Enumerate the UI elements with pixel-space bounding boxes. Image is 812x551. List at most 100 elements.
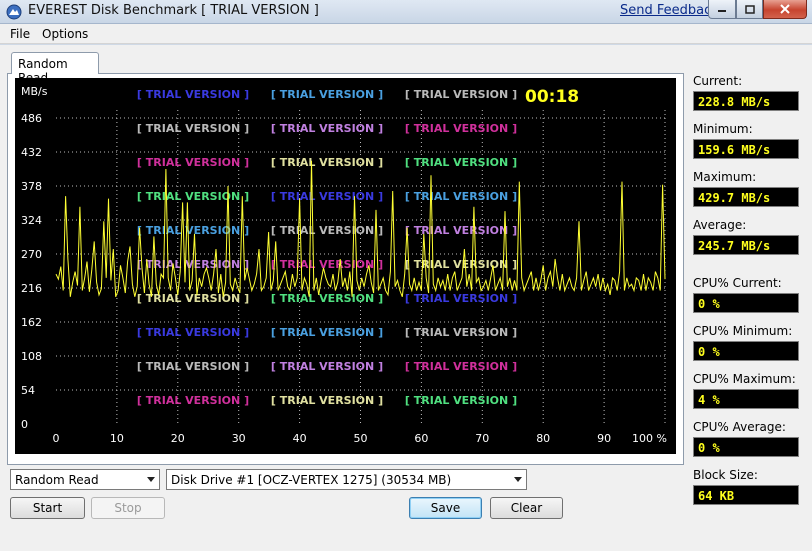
drive-selected: Disk Drive #1 [OCZ-VERTEX 1275] (30534 M…	[171, 473, 452, 487]
graph-axis-labels: 0 54 108 162 216 270 324 378 432 486 0 10 20 30 40 50 60…	[21, 112, 667, 445]
maximize-button[interactable]	[736, 0, 763, 19]
cpu-minimum-label: CPU% Minimum:	[693, 324, 793, 338]
trial-version-watermark: [ TRIAL VERSION ]	[271, 394, 383, 407]
trial-version-watermark: [ TRIAL VERSION ]	[137, 122, 249, 135]
trial-version-watermark: [ TRIAL VERSION ]	[137, 292, 249, 305]
y-tick-label: 432	[21, 146, 42, 159]
y-tick-label: 108	[21, 350, 42, 363]
menu-bar: File Options	[0, 24, 812, 44]
maximum-label: Maximum:	[693, 170, 757, 184]
menu-options[interactable]: Options	[42, 27, 89, 41]
benchmark-graph: [ TRIAL VERSION ] [ TRIAL VERSION ] [ TRIA…	[15, 78, 676, 454]
trial-version-watermark: [ TRIAL VERSION ]	[271, 156, 383, 169]
y-axis-unit-label: MB/s	[21, 85, 48, 98]
trial-version-watermark: [ TRIAL VERSION ]	[405, 394, 517, 407]
close-button[interactable]	[763, 0, 807, 19]
send-feedback-link[interactable]: Send Feedback	[620, 3, 719, 18]
chevron-down-icon	[147, 477, 155, 482]
minimize-button[interactable]	[708, 0, 736, 19]
y-tick-label: 486	[21, 112, 42, 125]
drive-select[interactable]: Disk Drive #1 [OCZ-VERTEX 1275] (30534 M…	[166, 469, 527, 490]
current-label: Current:	[693, 74, 743, 88]
graph-grid	[56, 110, 666, 424]
trial-version-watermark: [ TRIAL VERSION ]	[137, 190, 249, 203]
trial-version-watermark: [ TRIAL VERSION ]	[405, 122, 517, 135]
cpu-maximum-label: CPU% Maximum:	[693, 372, 796, 386]
trial-version-watermark: [ TRIAL VERSION ]	[405, 292, 517, 305]
trial-version-watermark: [ TRIAL VERSION ]	[137, 360, 249, 373]
x-tick-label: 100 %	[632, 432, 667, 445]
y-tick-label: 324	[21, 214, 42, 227]
trial-version-watermark: [ TRIAL VERSION ]	[137, 156, 249, 169]
average-value: 245.7 MB/s	[693, 235, 799, 255]
x-tick-label: 60	[414, 432, 428, 445]
trial-version-watermark: [ TRIAL VERSION ]	[271, 258, 383, 271]
maximize-icon	[744, 4, 755, 14]
window-title: EVEREST Disk Benchmark [ TRIAL VERSION ]	[28, 3, 319, 18]
save-button[interactable]: Save	[409, 497, 482, 519]
title-bar[interactable]: EVEREST Disk Benchmark [ TRIAL VERSION ]…	[0, 0, 812, 24]
cpu-current-label: CPU% Current:	[693, 276, 782, 290]
x-tick-label: 80	[536, 432, 550, 445]
everest-app-icon	[6, 4, 22, 20]
trial-version-watermark: [ TRIAL VERSION ]	[137, 326, 249, 339]
x-tick-label: 90	[597, 432, 611, 445]
block-size-value: 64 KB	[693, 485, 799, 505]
cpu-average-label: CPU% Average:	[693, 420, 786, 434]
trial-version-watermark: [ TRIAL VERSION ]	[271, 88, 383, 101]
x-tick-label: 20	[171, 432, 185, 445]
trial-version-watermark: [ TRIAL VERSION ]	[405, 224, 517, 237]
trial-version-watermark: [ TRIAL VERSION ]	[271, 360, 383, 373]
current-value: 228.8 MB/s	[693, 91, 799, 111]
y-tick-label: 162	[21, 316, 42, 329]
x-tick-label: 70	[475, 432, 489, 445]
trial-version-watermark: [ TRIAL VERSION ]	[271, 190, 383, 203]
trial-version-watermark: [ TRIAL VERSION ]	[271, 326, 383, 339]
read-speed-series-line	[55, 160, 666, 297]
trial-watermarks: [ TRIAL VERSION ] [ TRIAL VERSION ] [ TRIA…	[137, 88, 517, 407]
cpu-maximum-value: 4 %	[693, 389, 799, 409]
trial-version-watermark: [ TRIAL VERSION ]	[271, 224, 383, 237]
trial-version-watermark: [ TRIAL VERSION ]	[405, 156, 517, 169]
y-tick-label: 0	[21, 418, 28, 431]
chevron-down-icon	[514, 477, 522, 482]
benchmark-graph-svg: [ TRIAL VERSION ] [ TRIAL VERSION ] [ TRIA…	[21, 85, 667, 445]
trial-version-watermark: [ TRIAL VERSION ]	[271, 292, 383, 305]
trial-version-watermark: [ TRIAL VERSION ]	[137, 88, 249, 101]
cpu-minimum-value: 0 %	[693, 341, 799, 361]
trial-version-watermark: [ TRIAL VERSION ]	[137, 394, 249, 407]
trial-version-watermark: [ TRIAL VERSION ]	[271, 122, 383, 135]
trial-version-watermark: [ TRIAL VERSION ]	[405, 258, 517, 271]
y-tick-label: 270	[21, 248, 42, 261]
start-button[interactable]: Start	[10, 497, 85, 519]
minimum-label: Minimum:	[693, 122, 753, 136]
cpu-current-value: 0 %	[693, 293, 799, 313]
x-tick-label: 30	[232, 432, 246, 445]
x-tick-label: 50	[354, 432, 368, 445]
x-tick-label: 0	[53, 432, 60, 445]
stop-button[interactable]: Stop	[91, 497, 165, 519]
minimize-icon	[718, 10, 726, 12]
trial-version-watermark: [ TRIAL VERSION ]	[405, 190, 517, 203]
y-tick-label: 216	[21, 282, 42, 295]
trial-version-watermark: [ TRIAL VERSION ]	[405, 360, 517, 373]
y-tick-label: 54	[21, 384, 35, 397]
minimum-value: 159.6 MB/s	[693, 139, 799, 159]
main-content: Random Read [ TRIAL VERSION ][ TRIAL VER…	[0, 45, 812, 551]
close-icon	[780, 4, 790, 14]
y-tick-label: 378	[21, 180, 42, 193]
average-label: Average:	[693, 218, 747, 232]
trial-version-watermark: [ TRIAL VERSION ]	[137, 224, 249, 237]
trial-version-watermark: [ TRIAL VERSION ]	[405, 326, 517, 339]
test-type-select[interactable]: Random Read	[10, 469, 160, 490]
elapsed-timer: 00:18	[525, 87, 579, 107]
maximum-value: 429.7 MB/s	[693, 187, 799, 207]
tab-random-read[interactable]: Random Read	[11, 52, 99, 85]
test-type-selected: Random Read	[15, 473, 99, 487]
cpu-average-value: 0 %	[693, 437, 799, 457]
clear-button[interactable]: Clear	[490, 497, 563, 519]
trial-version-watermark: [ TRIAL VERSION ]	[405, 88, 517, 101]
x-tick-label: 10	[110, 432, 124, 445]
menu-file[interactable]: File	[10, 27, 31, 41]
x-tick-label: 40	[293, 432, 307, 445]
